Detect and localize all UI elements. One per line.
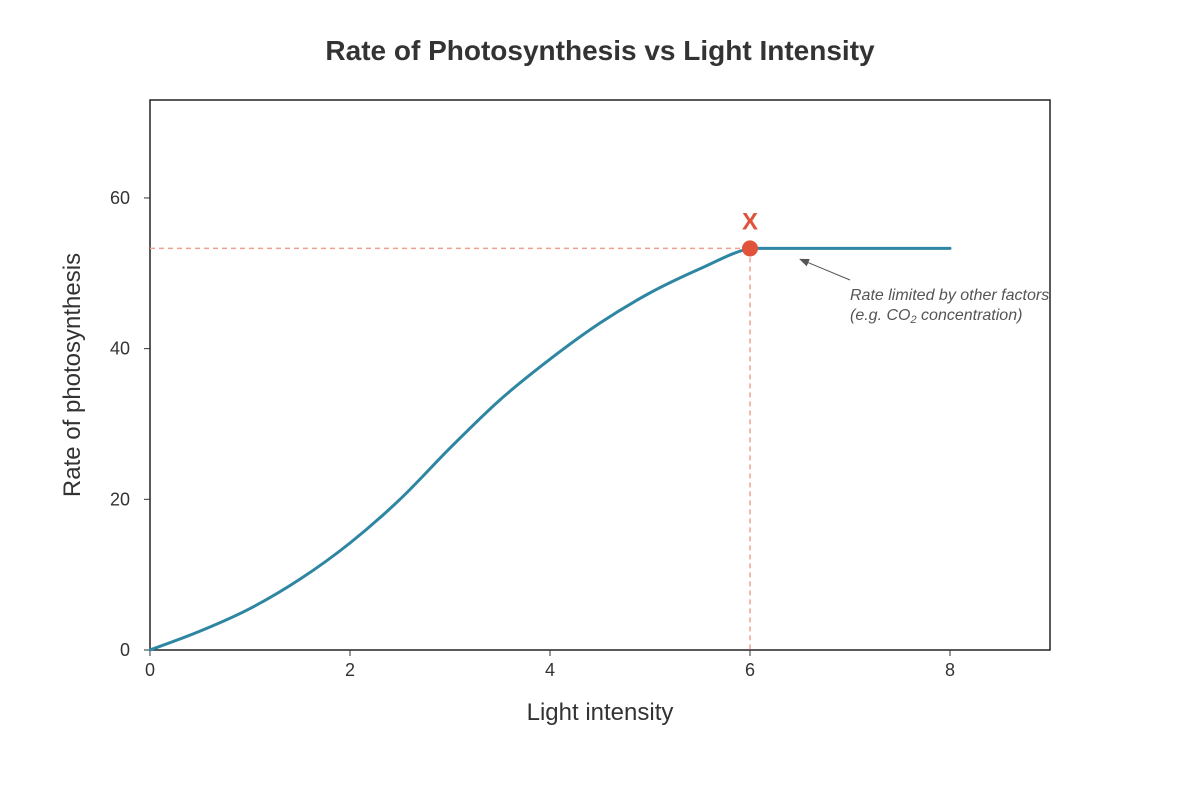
series-line bbox=[148, 246, 952, 652]
y-tick-label: 20 bbox=[110, 489, 130, 509]
plot-frame bbox=[149, 99, 1051, 651]
y-axis-label: Rate of photosynthesis bbox=[59, 253, 86, 497]
marker-label: X bbox=[742, 208, 758, 235]
annotation-prefix: (e.g. CO bbox=[850, 307, 910, 324]
annotation-line-1: Rate limited by other factors bbox=[850, 287, 1049, 304]
plot-area: 0 2 4 6 8 0 20 40 60 X bbox=[110, 99, 1051, 680]
saturation-point-marker bbox=[742, 240, 758, 257]
x-tick-label: 4 bbox=[545, 660, 555, 680]
x-tick-label: 0 bbox=[145, 660, 155, 680]
x-axis-label: Light intensity bbox=[527, 699, 674, 726]
y-tick-label: 60 bbox=[110, 188, 130, 208]
annotation-suffix: concentration) bbox=[917, 307, 1023, 324]
y-tick-label: 0 bbox=[120, 640, 130, 660]
x-tick-label: 2 bbox=[345, 660, 355, 680]
annotation-subscript: 2 bbox=[909, 314, 916, 326]
chart-title: Rate of Photosynthesis vs Light Intensit… bbox=[325, 35, 875, 66]
y-tick-label: 40 bbox=[110, 339, 130, 359]
annotation-line-2: (e.g. CO2 concentration) bbox=[850, 307, 1022, 326]
x-tick-label: 6 bbox=[745, 660, 755, 680]
x-tick-label: 8 bbox=[945, 660, 955, 680]
annotation-arrow bbox=[799, 258, 851, 281]
